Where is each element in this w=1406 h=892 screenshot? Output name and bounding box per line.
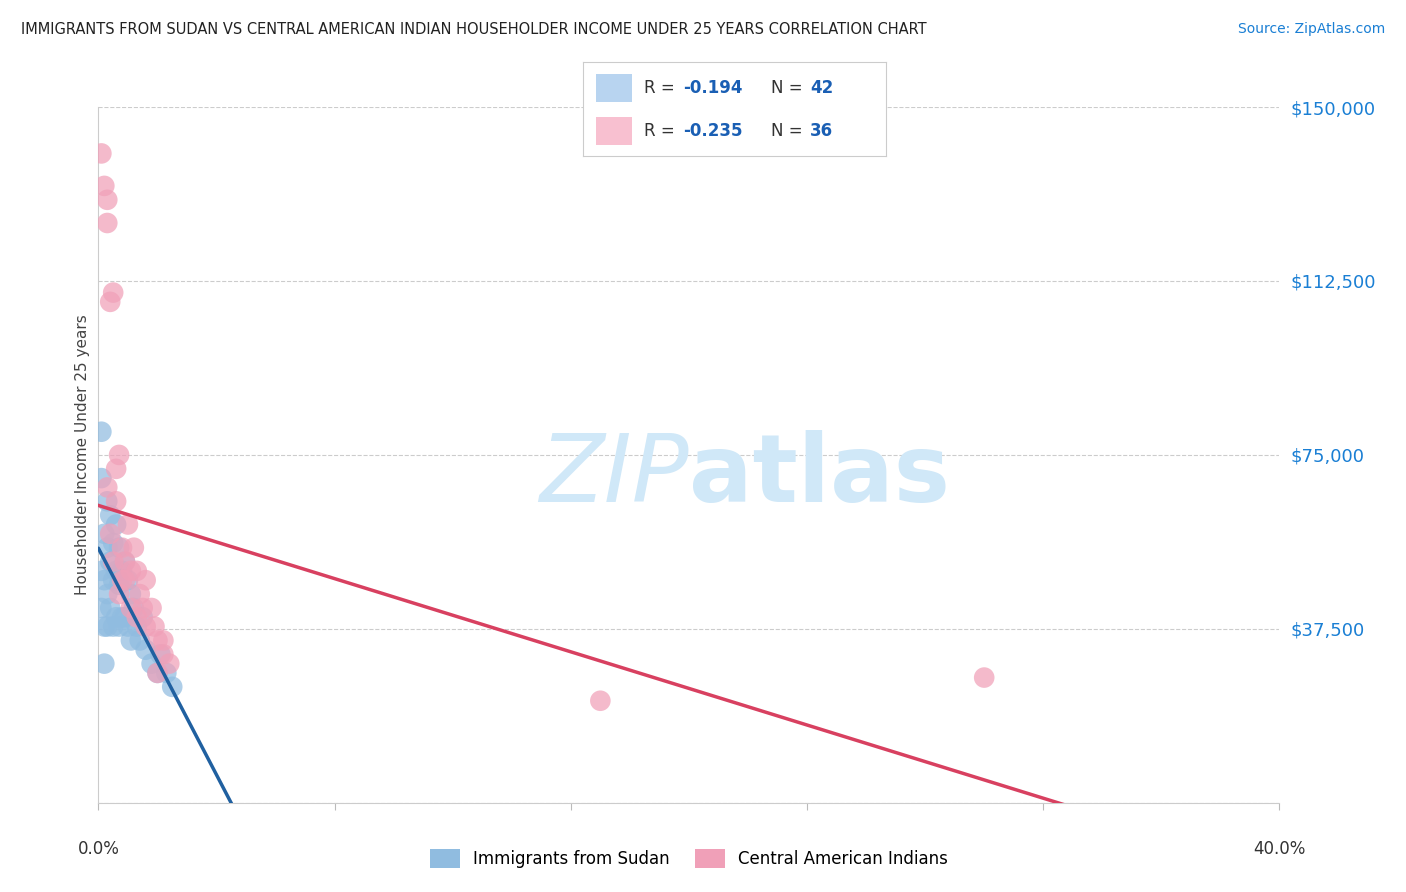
Point <box>162 680 183 694</box>
Point <box>90 146 112 161</box>
Point <box>114 555 136 569</box>
Point <box>108 578 131 592</box>
Point <box>93 619 115 633</box>
Point <box>105 610 128 624</box>
Point <box>155 665 177 680</box>
Text: R =: R = <box>644 78 681 96</box>
Point <box>132 610 155 624</box>
Text: 0.0%: 0.0% <box>77 840 120 858</box>
Point <box>120 633 142 648</box>
Text: IMMIGRANTS FROM SUDAN VS CENTRAL AMERICAN INDIAN HOUSEHOLDER INCOME UNDER 25 YEA: IMMIGRANTS FROM SUDAN VS CENTRAL AMERICA… <box>21 22 927 37</box>
Point <box>114 573 136 587</box>
Point <box>132 601 155 615</box>
Point <box>93 178 115 193</box>
Point <box>105 494 128 508</box>
Point <box>98 555 121 569</box>
Point <box>98 508 121 523</box>
Point <box>120 587 142 601</box>
Point <box>103 573 125 587</box>
Point <box>111 564 134 578</box>
Point <box>108 587 131 601</box>
Point <box>96 216 118 230</box>
Point <box>589 694 612 708</box>
Point <box>90 471 112 485</box>
Point <box>96 619 118 633</box>
Point <box>108 448 131 462</box>
Point <box>108 619 131 633</box>
Text: N =: N = <box>770 78 808 96</box>
Point <box>90 601 112 615</box>
Point <box>120 564 142 578</box>
Point <box>98 526 121 541</box>
Point <box>146 665 169 680</box>
Point <box>149 648 172 662</box>
Point <box>105 517 128 532</box>
Point <box>114 555 136 569</box>
Point <box>141 601 163 615</box>
Point <box>135 619 157 633</box>
Point <box>135 573 157 587</box>
Point <box>103 555 125 569</box>
Point <box>96 587 118 601</box>
Point <box>128 587 150 601</box>
Point <box>125 619 148 633</box>
Point <box>152 633 174 648</box>
Point <box>90 564 112 578</box>
Point <box>111 573 134 587</box>
Point <box>128 633 150 648</box>
Point <box>93 573 115 587</box>
Point <box>135 642 157 657</box>
Point <box>111 541 134 555</box>
Bar <box>596 117 631 145</box>
Bar <box>596 74 631 102</box>
Point <box>117 619 139 633</box>
Point <box>146 665 169 680</box>
Point <box>105 564 128 578</box>
Point <box>122 601 145 615</box>
Point <box>117 517 139 532</box>
Point <box>125 610 148 624</box>
Point <box>122 541 145 555</box>
Point <box>96 480 118 494</box>
Text: N =: N = <box>770 122 808 140</box>
Point <box>141 657 163 671</box>
Point <box>120 601 142 615</box>
Text: -0.235: -0.235 <box>683 122 742 140</box>
Point <box>90 425 112 439</box>
Point <box>125 564 148 578</box>
Point <box>114 610 136 624</box>
Point <box>117 573 139 587</box>
Text: ZIP: ZIP <box>540 430 689 521</box>
Point <box>103 285 125 300</box>
Text: 42: 42 <box>810 78 834 96</box>
Text: Source: ZipAtlas.com: Source: ZipAtlas.com <box>1237 22 1385 37</box>
Point <box>98 294 121 309</box>
Point <box>157 657 180 671</box>
Text: R =: R = <box>644 122 681 140</box>
Point <box>103 536 125 550</box>
Point <box>105 462 128 476</box>
Point <box>152 648 174 662</box>
Legend: Immigrants from Sudan, Central American Indians: Immigrants from Sudan, Central American … <box>423 842 955 874</box>
Point <box>98 601 121 615</box>
Text: 40.0%: 40.0% <box>1253 840 1306 858</box>
Point <box>93 657 115 671</box>
Point <box>146 633 169 648</box>
Text: 36: 36 <box>810 122 834 140</box>
Point <box>93 526 115 541</box>
Text: atlas: atlas <box>689 430 950 522</box>
Point <box>108 541 131 555</box>
Point <box>111 610 134 624</box>
Point <box>96 193 118 207</box>
Point <box>973 671 995 685</box>
Text: -0.194: -0.194 <box>683 78 742 96</box>
Point <box>96 494 118 508</box>
Point <box>103 619 125 633</box>
Y-axis label: Householder Income Under 25 years: Householder Income Under 25 years <box>75 315 90 595</box>
Point <box>96 541 118 555</box>
Point <box>143 619 166 633</box>
